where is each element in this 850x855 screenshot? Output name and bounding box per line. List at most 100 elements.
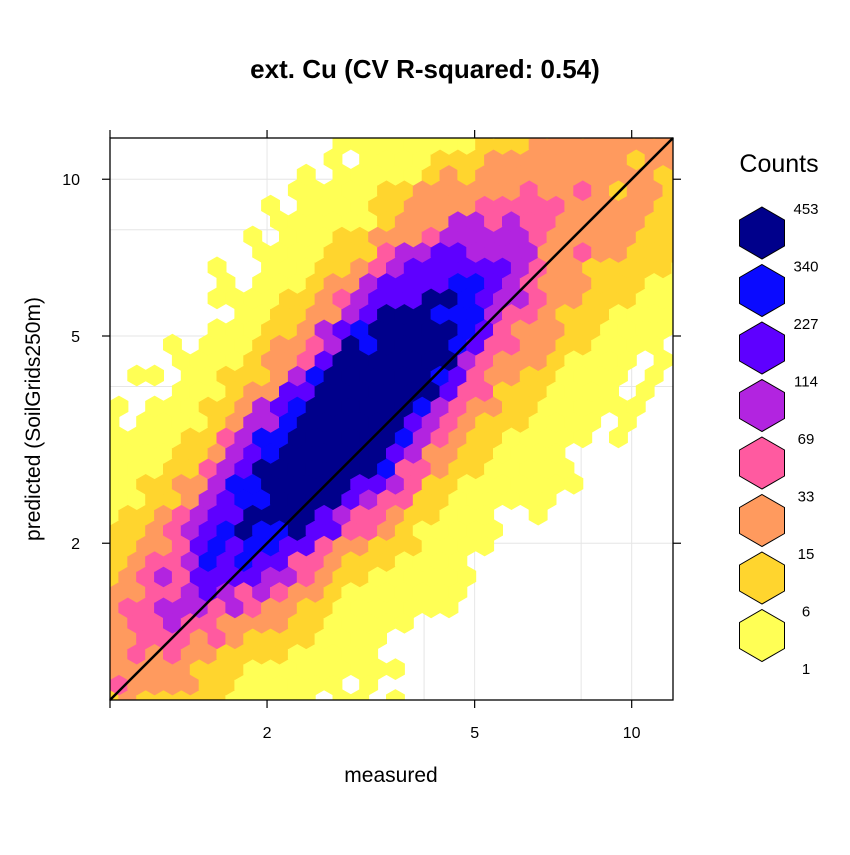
hex-cell (528, 380, 548, 402)
hex-cell (555, 333, 575, 356)
hex-cell (127, 426, 147, 449)
hex-cell (314, 534, 334, 557)
hex-cell (475, 380, 495, 402)
hex-cell (386, 411, 405, 433)
hex-cell (305, 550, 325, 572)
hex-cell (279, 565, 298, 588)
hex-cell (591, 241, 610, 263)
hex-cell (234, 642, 254, 665)
hex-cell (110, 673, 129, 696)
hex-cell (421, 596, 441, 619)
hex-cell (573, 333, 593, 356)
hex-cell (457, 256, 477, 279)
hex-cell (216, 457, 236, 480)
hex-cell (421, 225, 441, 248)
hex-cell (270, 457, 289, 480)
hex-cell (394, 364, 414, 387)
hex-cell (154, 472, 173, 495)
hex-cell (564, 194, 584, 217)
hex-cell (225, 658, 245, 680)
hex-cell (279, 225, 298, 248)
hex-cell (189, 411, 209, 433)
hex-cell (671, 168, 673, 182)
hex-cell (430, 581, 450, 603)
hex-cell (662, 179, 673, 201)
x-tick-label: 10 (623, 725, 641, 742)
hex-cell (457, 380, 477, 402)
hex-cell (386, 658, 405, 680)
hex-cell (537, 148, 557, 171)
hex-cell (555, 271, 575, 294)
y-tick-label: 5 (71, 329, 80, 346)
hex-cell (368, 627, 387, 650)
hex-cell (475, 194, 495, 217)
hex-cell (457, 534, 477, 557)
hex-cell (154, 596, 173, 619)
hex-cell (634, 138, 639, 140)
hex-cell (136, 441, 156, 464)
hex-cell (314, 380, 334, 402)
hex-cell (653, 287, 673, 310)
hex-cell (528, 318, 548, 341)
hex-cell (368, 225, 387, 248)
hex-cell (564, 472, 584, 495)
hex-cell (270, 673, 289, 696)
hex-cell (430, 271, 450, 294)
hex-cell (341, 210, 361, 232)
hex-cell (600, 163, 619, 186)
hex-cell (394, 302, 414, 325)
hex-cell (412, 488, 432, 510)
hex-cell (609, 148, 628, 171)
hex-cell (582, 349, 602, 371)
hex-cell (110, 472, 120, 495)
hex-cell (252, 611, 272, 634)
hex-cell (270, 642, 289, 665)
hex-cell (243, 287, 263, 310)
hex-cell (502, 333, 521, 356)
hex-cell (110, 642, 129, 665)
hex-cell (314, 287, 334, 310)
hex-cell (296, 658, 316, 680)
hex-cell (296, 318, 316, 341)
hex-cell (110, 441, 120, 464)
hex-cell (527, 138, 532, 140)
hex-cell (562, 138, 568, 140)
hex-cell (368, 138, 387, 155)
hex-cell (261, 658, 280, 680)
hex-cell (394, 148, 414, 171)
hex-cell (519, 179, 539, 201)
hex-cell (573, 426, 593, 449)
hex-cell (136, 658, 156, 680)
hex-cell (368, 256, 387, 279)
hex-cell (386, 318, 405, 341)
hex-cell (171, 596, 191, 619)
hex-cell (386, 194, 405, 217)
hex-cell (287, 457, 307, 480)
hex-cell (662, 148, 673, 171)
hex-cell (252, 488, 272, 510)
hex-cell (189, 380, 209, 402)
hex-cell (493, 441, 512, 464)
hex-cell (305, 395, 325, 418)
legend-swatch (739, 263, 785, 318)
hex-cell (323, 179, 343, 201)
hex-cell (617, 256, 637, 279)
hex-cell (644, 302, 664, 325)
hex-cell (493, 225, 512, 248)
hex-cell (457, 194, 477, 217)
hex-cell (430, 333, 450, 356)
hex-cell (314, 627, 334, 650)
hex-cell (412, 241, 432, 263)
hex-cell (368, 287, 387, 310)
hex-cell (394, 210, 414, 232)
hex-cell (448, 179, 468, 201)
hex-cell (305, 179, 325, 201)
hex-cell (377, 271, 396, 294)
hex-cell (323, 395, 343, 418)
hex-cell (493, 349, 512, 371)
hex-cell (573, 302, 593, 325)
hex-cell (261, 534, 280, 557)
hex-cell (252, 395, 272, 418)
hex-cell (332, 658, 352, 680)
hex-cell (635, 380, 655, 402)
